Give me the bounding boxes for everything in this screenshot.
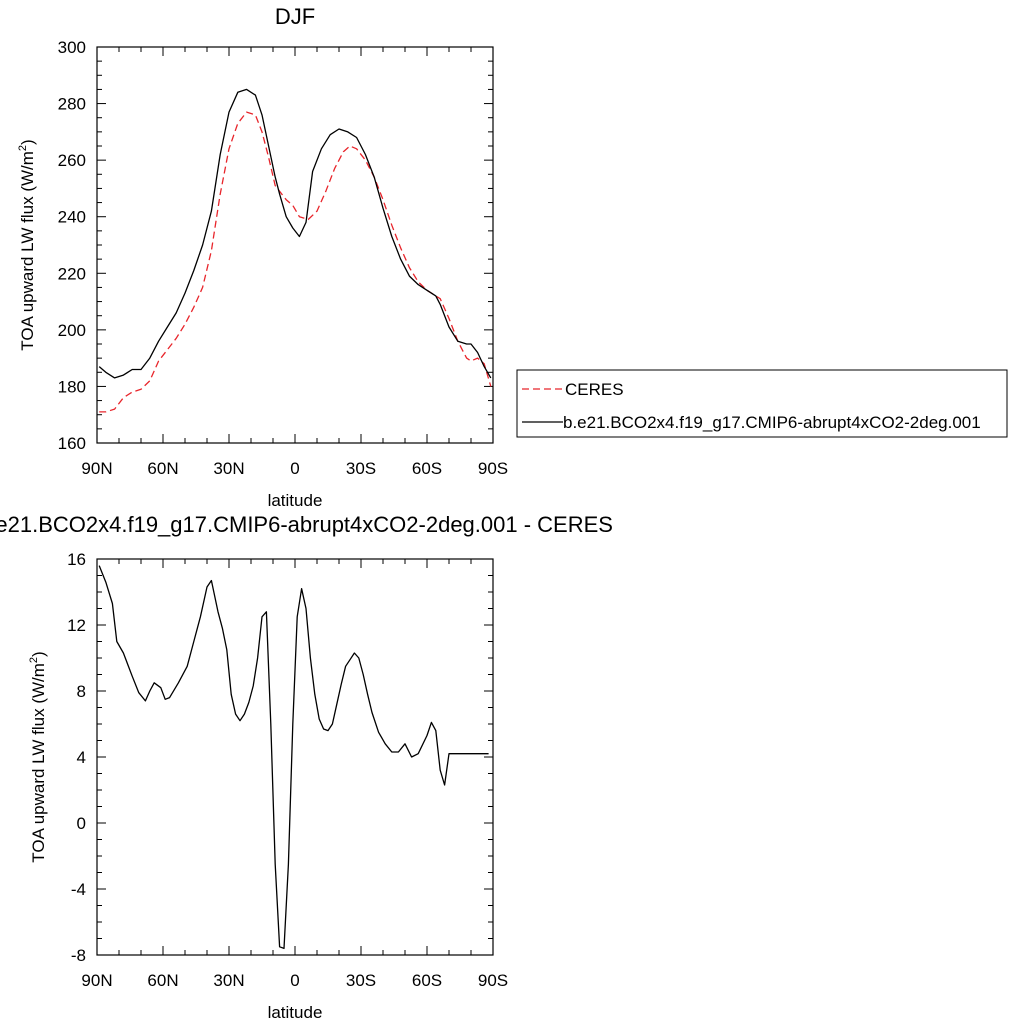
x-tick-label: 0 — [290, 971, 299, 990]
ceres-series-line — [99, 111, 492, 413]
x-tick-label: 90S — [478, 459, 508, 478]
y-tick-label: 180 — [58, 377, 86, 396]
x-tick-label: 90N — [81, 459, 112, 478]
legend-box — [516, 369, 1008, 438]
top-chart-title: DJF — [275, 4, 315, 29]
y-tick-label: 280 — [58, 95, 86, 114]
y-tick-label: 240 — [58, 208, 86, 227]
bottom-chart-title: b.e21.BCO2x4.f19_g17.CMIP6-abrupt4xCO2-2… — [0, 512, 613, 537]
y-tick-label: 16 — [67, 550, 86, 569]
y-tick-label: 220 — [58, 264, 86, 283]
y-tick-label: -4 — [71, 880, 86, 899]
x-tick-label: 0 — [290, 459, 299, 478]
bottom-plot-frame — [96, 558, 494, 956]
bottom-y-axis-label-sup: 2 — [28, 657, 40, 663]
top-y-axis-label-main: TOA upward LW flux (W/m — [18, 151, 37, 351]
y-tick-label: 300 — [58, 38, 86, 57]
top-plot-frame — [96, 46, 494, 444]
legend-label-model: b.e21.BCO2x4.f19_g17.CMIP6-abrupt4xCO2-2… — [563, 413, 981, 432]
y-tick-label: 260 — [58, 151, 86, 170]
x-tick-label: 90S — [478, 971, 508, 990]
x-tick-label: 60S — [412, 459, 442, 478]
bottom-y-axis-label: TOA upward LW flux (W/m2) — [28, 651, 48, 862]
top-y-axis-label-sup: 2 — [17, 145, 29, 151]
b-series-line — [98, 88, 492, 379]
x-tick-label: 60S — [412, 971, 442, 990]
x-tick-label: 60N — [147, 459, 178, 478]
x-tick-label: 30N — [213, 971, 244, 990]
top-y-ticks: 160 180 200 220 240 260 280 300 — [58, 38, 493, 453]
bottom-y-axis-label-main: TOA upward LW flux (W/m — [29, 663, 48, 863]
x-tick-label: 30S — [346, 971, 376, 990]
y-tick-label: -8 — [71, 946, 86, 965]
bottom-series-lines — [98, 565, 489, 950]
bottom-y-ticks: -8 -4 0 4 8 12 16 — [67, 550, 493, 965]
x-tick-label: 60N — [147, 971, 178, 990]
legend: CERES b.e21.BCO2x4.f19_g17.CMIP6-abrupt4… — [516, 369, 1008, 438]
y-tick-label: 12 — [67, 616, 86, 635]
y-tick-label: 8 — [77, 682, 86, 701]
bottom-x-ticks: 90N 60N 30N 0 30S 60S 90S — [81, 559, 508, 990]
x-tick-label: 30N — [213, 459, 244, 478]
top-series-lines — [98, 88, 492, 413]
difference-series-line — [98, 565, 489, 950]
legend-label-ceres: CERES — [565, 380, 624, 399]
y-tick-label: 200 — [58, 321, 86, 340]
top-y-axis-label: TOA upward LW flux (W/m2) — [17, 139, 37, 350]
top-panel: DJF 160 180 200 220 240 260 280 300 90N 60N 30N 0 3… — [17, 4, 1008, 510]
top-x-ticks: 90N 60N 30N 0 30S 60S 90S — [81, 47, 508, 478]
bottom-y-axis-label-close: ) — [29, 651, 48, 657]
y-tick-label: 160 — [58, 434, 86, 453]
y-tick-label: 0 — [77, 814, 86, 833]
x-tick-label: 90N — [81, 971, 112, 990]
x-tick-label: 30S — [346, 459, 376, 478]
top-x-axis-label: latitude — [268, 491, 323, 510]
y-tick-label: 4 — [77, 748, 86, 767]
bottom-x-axis-label: latitude — [268, 1003, 323, 1022]
bottom-panel: b.e21.BCO2x4.f19_g17.CMIP6-abrupt4xCO2-2… — [0, 512, 613, 1022]
top-y-axis-label-close: ) — [18, 139, 37, 145]
